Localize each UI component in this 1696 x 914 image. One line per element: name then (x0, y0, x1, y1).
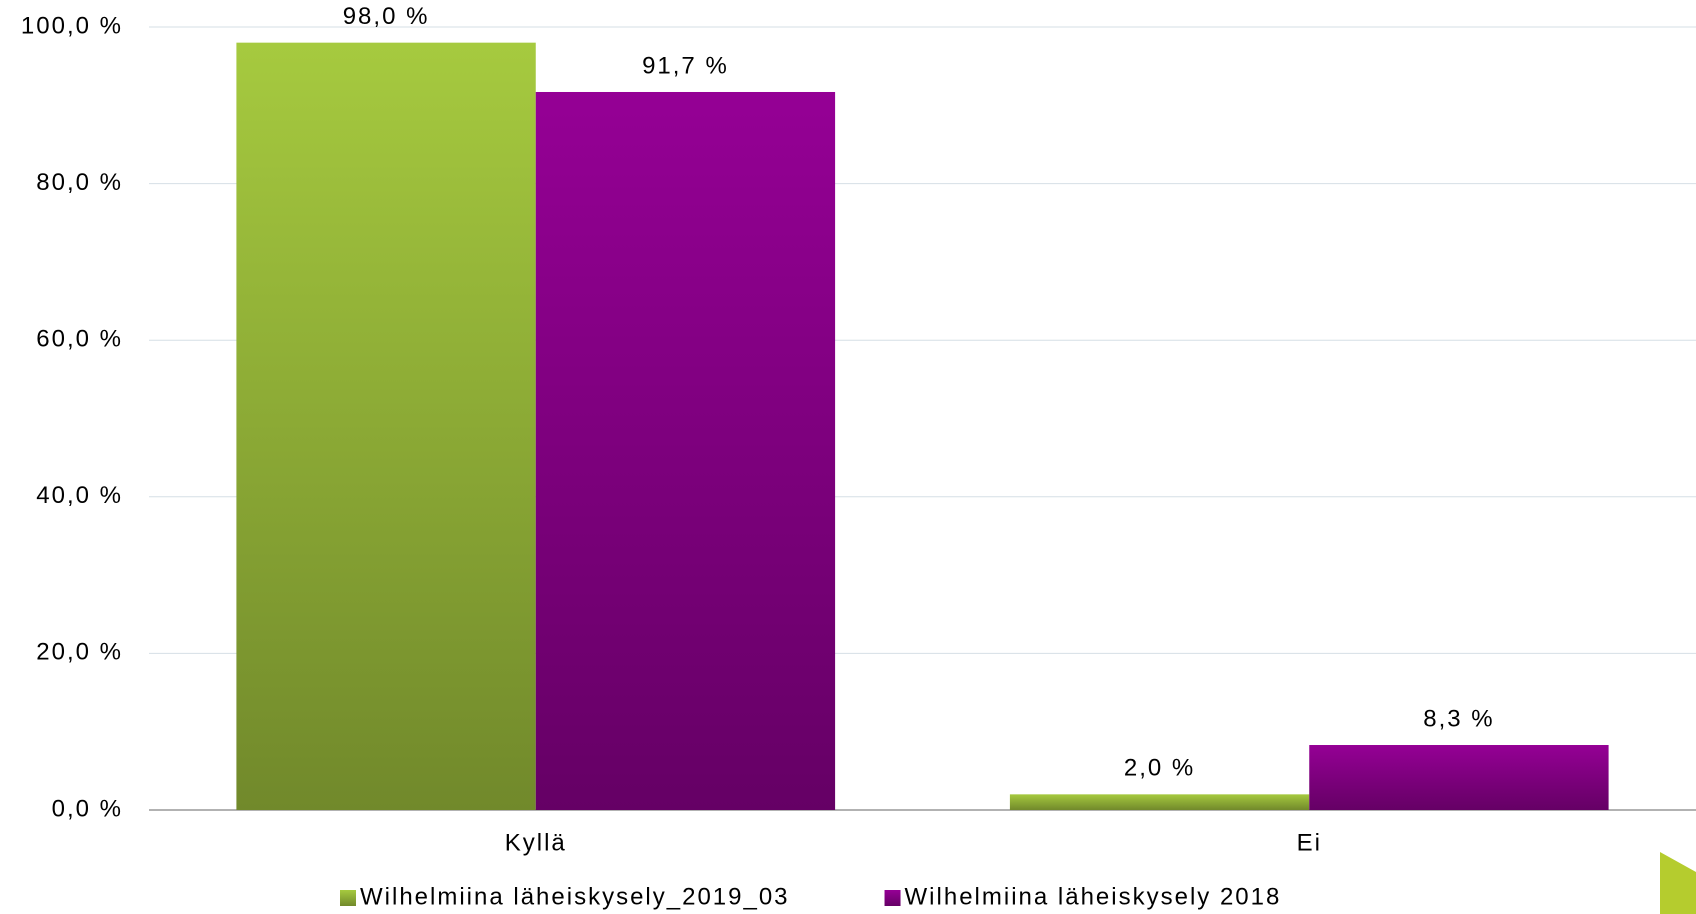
y-tick-label: 20,0 % (36, 639, 123, 666)
y-tick-label: 100,0 % (21, 12, 123, 39)
value-label: 98,0 % (343, 3, 430, 30)
bar (236, 42, 536, 811)
y-tick-label: 80,0 % (36, 169, 123, 196)
x-tick-label: Kyllä (505, 829, 567, 856)
value-label: 91,7 % (642, 52, 729, 79)
value-label: 8,3 % (1423, 705, 1494, 732)
y-tick-label: 0,0 % (52, 795, 123, 822)
x-tick-label: Ei (1297, 829, 1322, 856)
corner-decoration (1660, 852, 1696, 914)
bar (535, 91, 836, 810)
legend-label: Wilhelmiina läheiskysely 2018 (905, 883, 1282, 910)
legend-swatch (884, 890, 901, 906)
y-tick-label: 40,0 % (36, 482, 123, 509)
value-label: 2,0 % (1124, 755, 1195, 782)
legend-swatch (340, 890, 356, 906)
y-tick-label: 60,0 % (36, 326, 123, 353)
legend-label: Wilhelmiina läheiskysely_2019_03 (360, 883, 790, 910)
bar (1309, 745, 1609, 810)
bar (1009, 794, 1310, 810)
